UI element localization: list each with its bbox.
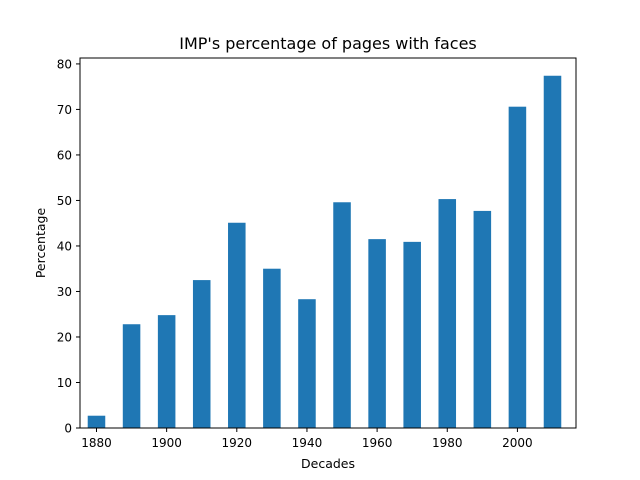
x-tick-label-1960: 1960 bbox=[362, 436, 393, 450]
y-tick-label-20: 20 bbox=[57, 330, 72, 344]
y-axis-ticks: 0 10 20 30 40 50 60 70 80 bbox=[57, 57, 80, 436]
y-tick-label-50: 50 bbox=[57, 194, 72, 208]
bar-1960 bbox=[368, 239, 386, 428]
y-tick-label-10: 10 bbox=[57, 376, 72, 390]
y-tick-label-80: 80 bbox=[57, 57, 72, 71]
plot-frame bbox=[79, 57, 577, 429]
bar-1970 bbox=[403, 241, 421, 428]
y-axis-label: Percentage bbox=[33, 208, 48, 279]
y-tick-label-70: 70 bbox=[57, 103, 72, 117]
x-tick-label-2000: 2000 bbox=[502, 436, 533, 450]
chart-title: IMP's percentage of pages with faces bbox=[179, 34, 477, 53]
bar-1980 bbox=[438, 199, 457, 428]
bar-2000 bbox=[508, 106, 527, 428]
bar-1940 bbox=[298, 299, 316, 428]
y-tick-label-40: 40 bbox=[57, 239, 72, 253]
bar-1880 bbox=[87, 415, 106, 428]
bar-1950 bbox=[333, 202, 351, 428]
x-axis-label: Decades bbox=[301, 456, 355, 471]
bar-1900 bbox=[157, 315, 176, 428]
x-tick-label-1920: 1920 bbox=[222, 436, 253, 450]
x-tick-label-1980: 1980 bbox=[432, 436, 463, 450]
x-tick-label-1900: 1900 bbox=[151, 436, 182, 450]
bars-group bbox=[87, 75, 562, 428]
bar-1890 bbox=[122, 324, 141, 428]
bar-1990 bbox=[473, 210, 492, 428]
y-tick-label-60: 60 bbox=[57, 148, 72, 162]
bar-1930 bbox=[263, 268, 281, 428]
bar-1910 bbox=[192, 280, 211, 428]
y-tick-label-30: 30 bbox=[57, 285, 72, 299]
x-tick-label-1940: 1940 bbox=[292, 436, 323, 450]
y-tick-label-0: 0 bbox=[64, 422, 72, 436]
x-axis-ticks: 1880 1900 1920 1940 1960 1980 2000 bbox=[81, 428, 533, 450]
x-tick-label-1880: 1880 bbox=[81, 436, 112, 450]
bar-1920 bbox=[228, 222, 246, 428]
bar-2010 bbox=[543, 75, 562, 428]
